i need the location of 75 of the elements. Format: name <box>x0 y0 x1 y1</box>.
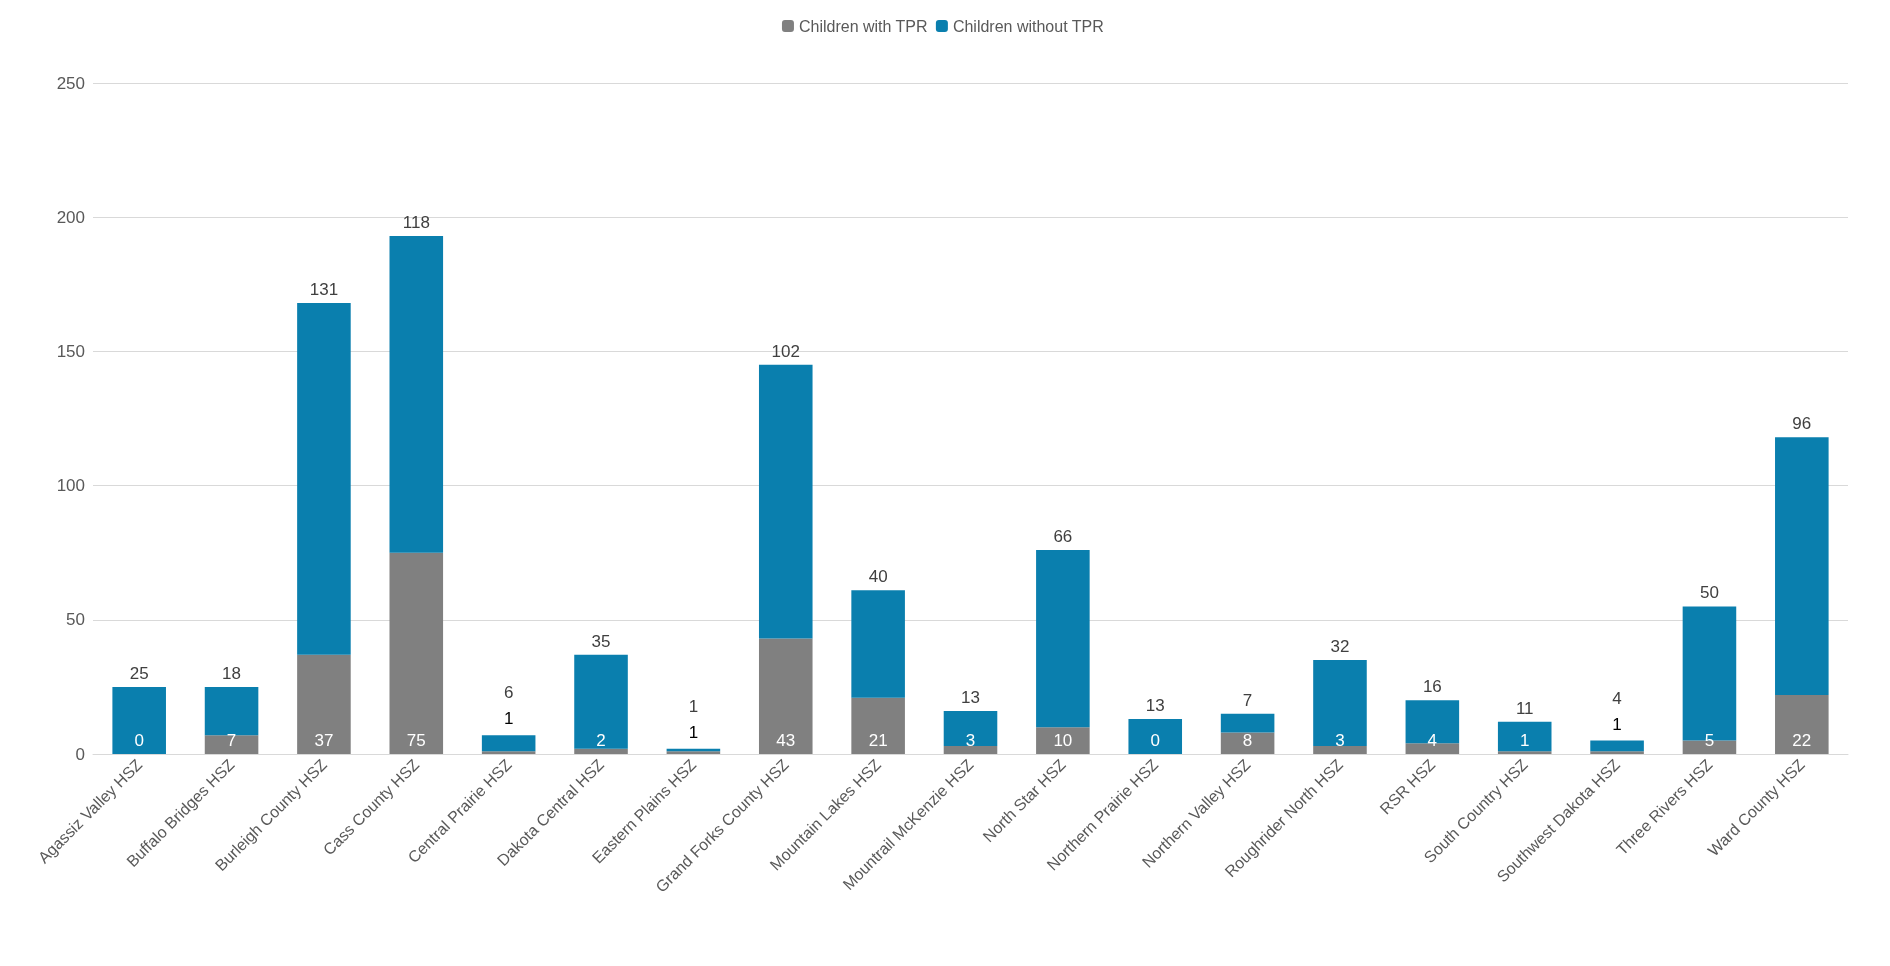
data-label: 50 <box>1699 583 1719 603</box>
bar <box>1036 550 1090 728</box>
data-label: 75 <box>406 731 426 750</box>
bar <box>943 711 998 746</box>
bar <box>1775 437 1829 695</box>
data-label: 18 <box>222 663 242 683</box>
bar <box>1590 751 1644 754</box>
data-label: 10 <box>1053 731 1073 750</box>
bar <box>758 364 813 639</box>
data-label: 8 <box>1242 731 1253 750</box>
data-label: 0 <box>1150 731 1160 750</box>
bar <box>1405 700 1460 744</box>
bar <box>1497 751 1552 754</box>
data-label: 1 <box>688 696 699 716</box>
data-label: 13 <box>1145 696 1165 716</box>
y-tick-label: 150 <box>56 341 85 361</box>
bar <box>574 748 628 754</box>
bar <box>204 735 259 754</box>
data-label: 43 <box>776 731 796 750</box>
data-label: 13 <box>961 688 980 708</box>
bar <box>1036 727 1090 754</box>
data-label: 4 <box>1427 731 1438 750</box>
data-label: 0 <box>134 731 144 750</box>
data-label: 37 <box>314 731 334 750</box>
data-label: 40 <box>868 567 888 587</box>
y-tick-label: 100 <box>56 476 85 496</box>
data-label: 1 <box>503 709 514 729</box>
bar <box>112 686 166 754</box>
bar <box>389 552 444 754</box>
y-tick-label: 250 <box>56 73 85 93</box>
bar <box>851 590 905 698</box>
bar <box>1590 740 1644 752</box>
bar <box>574 654 628 749</box>
data-label: 131 <box>309 280 339 300</box>
bar <box>481 751 536 754</box>
data-label: 3 <box>965 731 976 750</box>
data-label: 1 <box>1612 714 1622 734</box>
bar <box>389 235 444 553</box>
y-tick-label: 200 <box>56 207 85 227</box>
bar <box>297 654 351 754</box>
legend-label: Children with TPR <box>798 17 928 35</box>
legend-label: Children without TPR <box>952 17 1104 35</box>
data-label: 21 <box>868 731 888 750</box>
data-label: 16 <box>1422 677 1442 697</box>
bar <box>1128 719 1183 754</box>
bar <box>943 745 998 754</box>
data-label: 11 <box>1515 698 1534 718</box>
data-label: 4 <box>1612 688 1622 708</box>
bar <box>758 638 813 754</box>
data-label: 7 <box>1242 690 1253 710</box>
bar <box>851 697 905 754</box>
bar <box>1313 745 1367 754</box>
data-label: 7 <box>226 731 237 750</box>
data-label: 1 <box>1519 731 1530 750</box>
data-label: 22 <box>1792 731 1812 750</box>
data-label: 96 <box>1792 414 1812 434</box>
data-label: 35 <box>591 631 611 651</box>
data-label: 3 <box>1335 731 1345 750</box>
bar <box>1313 660 1367 746</box>
data-label: 66 <box>1053 527 1073 547</box>
bar <box>297 303 351 655</box>
data-label: 2 <box>596 731 606 750</box>
data-label: 1 <box>688 722 699 742</box>
data-label: 118 <box>402 212 430 232</box>
data-label: 32 <box>1330 637 1350 657</box>
data-label: 25 <box>129 663 149 683</box>
data-label: 6 <box>503 683 514 703</box>
bar <box>1220 713 1275 733</box>
bar <box>1775 694 1829 754</box>
y-tick-label: 0 <box>75 744 85 764</box>
bar <box>204 686 259 736</box>
bar <box>481 735 536 752</box>
bar <box>1497 721 1552 752</box>
data-label: 102 <box>771 341 800 361</box>
y-tick-label: 50 <box>66 610 85 630</box>
